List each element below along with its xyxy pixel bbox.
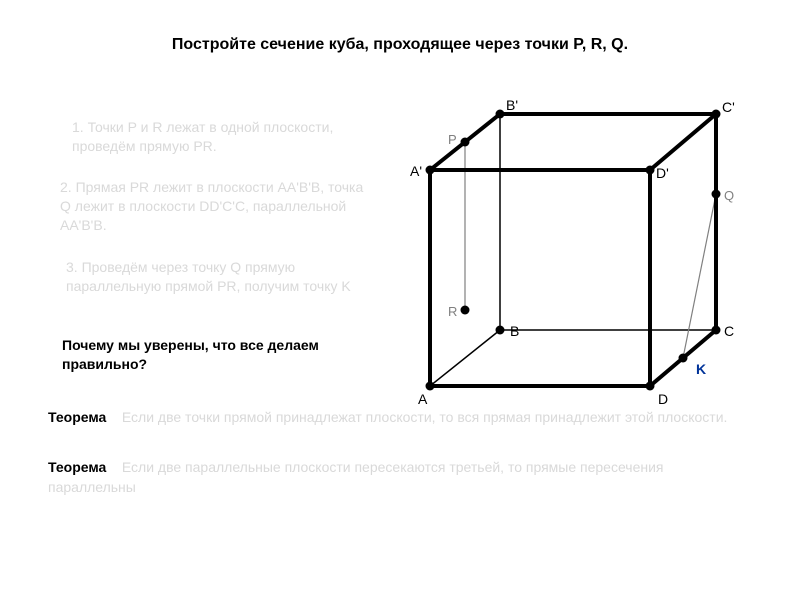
step-3: 3. Проведём через точку Q прямую паралле… bbox=[66, 258, 366, 296]
theorem-2: Теорема Если две параллельные плоскости … bbox=[48, 458, 748, 497]
svg-text:D: D bbox=[658, 391, 668, 407]
svg-text:Q: Q bbox=[724, 188, 734, 203]
svg-text:P: P bbox=[448, 132, 457, 147]
svg-text:A: A bbox=[418, 391, 428, 407]
svg-text:B: B bbox=[510, 323, 519, 339]
theorem-2-body: Если две параллельные плоскости пересека… bbox=[48, 459, 664, 495]
question-text: Почему мы уверены, что все делаем правил… bbox=[62, 336, 382, 374]
theorem-2-label: Теорема bbox=[48, 459, 106, 475]
svg-text:R: R bbox=[448, 304, 457, 319]
svg-text:C': C' bbox=[722, 99, 735, 115]
page-title: Постройте сечение куба, проходящее через… bbox=[0, 36, 800, 54]
svg-text:C: C bbox=[724, 323, 734, 339]
svg-text:K: K bbox=[696, 361, 706, 377]
cube-diagram: A D B C A' D' B' C' P R Q K bbox=[400, 96, 740, 416]
svg-text:A': A' bbox=[410, 163, 422, 179]
step-1: 1. Точки P и R лежат в одной плоскости, … bbox=[72, 118, 382, 156]
svg-text:B': B' bbox=[506, 97, 518, 113]
theorem-1-label: Теорема bbox=[48, 409, 106, 425]
svg-text:D': D' bbox=[656, 165, 669, 181]
step-2: 2. Прямая PR лежит в плоскости AA'B'B, т… bbox=[60, 178, 370, 235]
